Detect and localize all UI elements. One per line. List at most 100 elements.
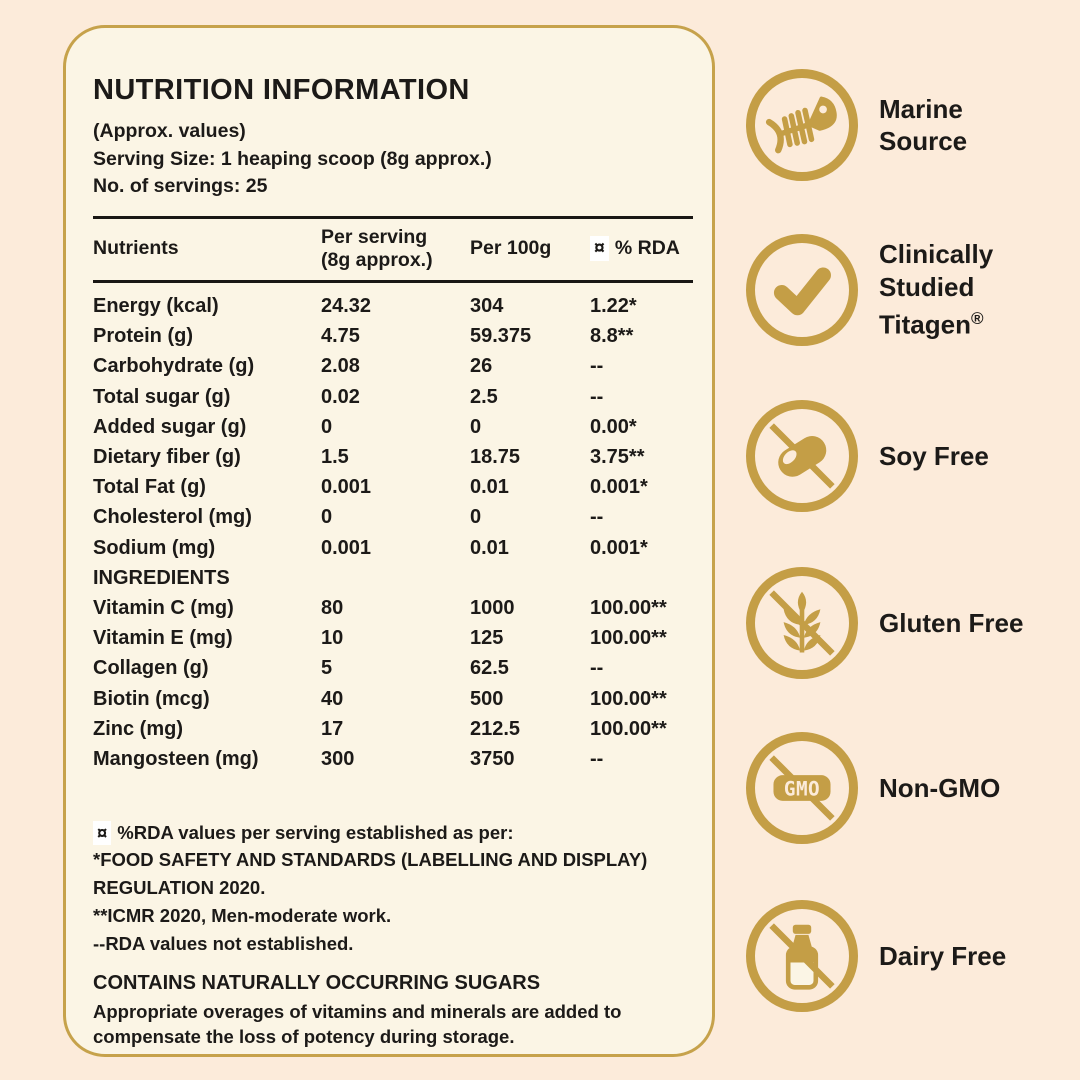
per-serving-value: 2.08 — [321, 355, 360, 378]
servings-count: No. of servings: 25 — [93, 175, 268, 197]
per-serving-value: 10 — [321, 627, 344, 650]
per-serving-value: 300 — [321, 747, 355, 770]
nutrient-name: Zinc (mg) — [93, 717, 183, 740]
footnote-intro: ¤ %RDA values per serving established as … — [93, 819, 693, 847]
per-100g-value: 0 — [470, 415, 482, 438]
rda-value: 1.22* — [590, 295, 637, 318]
registered-mark: ® — [970, 309, 984, 329]
rda-value: 100.00** — [590, 627, 667, 650]
nutrient-name: Biotin (mcg) — [93, 687, 210, 710]
rda-value: -- — [590, 657, 604, 680]
ingredients-heading: INGREDIENTS — [93, 566, 230, 589]
wheat-crossed-icon — [769, 590, 835, 656]
rda-value: 3.75** — [590, 446, 645, 469]
nutrition-panel: NUTRITION INFORMATION (Approx. values) S… — [63, 25, 715, 1057]
per-serving-value: 24.32 — [321, 295, 372, 318]
nutrient-name: Vitamin C (mg) — [93, 596, 234, 619]
per-100g-value: 0.01 — [470, 476, 509, 499]
per-serving-value: 40 — [321, 687, 344, 710]
badge-label: Marine Source — [879, 93, 968, 157]
nutrient-name: Dietary fiber (g) — [93, 446, 241, 469]
rda-symbol: ¤ — [93, 820, 112, 845]
svg-text:GMO: GMO — [784, 777, 820, 800]
table-row: Total Fat (g) 0.001 0.01 0.001* — [93, 473, 693, 503]
per-100g-value: 62.5 — [470, 657, 509, 680]
table-row: Energy (kcal) 24.32 304 1.22* — [93, 292, 693, 322]
nutrition-table: Nutrients Per serving (8g approx.) Per 1… — [93, 215, 693, 775]
badge-gluten-free: Gluten Free — [746, 567, 1047, 679]
badge-marine-source: Marine Source — [746, 69, 1047, 181]
rda-value: -- — [590, 506, 604, 529]
footnote-line: REGULATION 2020. — [93, 877, 266, 899]
per-serving-value: 4.75 — [321, 325, 360, 348]
sugars-body: Appropriate overages of vitamins and min… — [93, 1001, 622, 1047]
badge-label: Dairy Free — [879, 940, 1007, 971]
nutrient-name: Total Fat (g) — [93, 476, 206, 499]
header-nutrients: Nutrients — [93, 237, 179, 259]
per-100g-value: 212.5 — [470, 717, 521, 740]
table-row: Added sugar (g) 0 0 0.00* — [93, 412, 693, 442]
per-100g-value: 26 — [470, 355, 493, 378]
per-100g-value: 59.375 — [470, 325, 532, 348]
nutrient-name: Mangosteen (mg) — [93, 747, 259, 770]
per-serving-value: 0 — [321, 506, 333, 529]
badge-label: Gluten Free — [879, 607, 1024, 638]
per-serving-value: 1.5 — [321, 446, 349, 469]
per-100g-value: 2.5 — [470, 385, 498, 408]
check-icon — [773, 267, 831, 316]
footnote-line: --RDA values not established. — [93, 932, 354, 954]
per-serving-value: 0.001 — [321, 536, 372, 559]
table-row: Dietary fiber (g) 1.5 18.75 3.75** — [93, 442, 693, 472]
badge-clinically-studied: Clinically Studied Titagen® — [746, 234, 1047, 346]
badge-label: Clinically Studied Titagen® — [879, 239, 994, 341]
per-serving-value: 80 — [321, 596, 344, 619]
sugars-heading: CONTAINS NATURALLY OCCURRING SUGARS — [93, 972, 541, 995]
nutrient-name: Sodium (mg) — [93, 536, 216, 559]
nutrient-name: Carbohydrate (g) — [93, 355, 255, 378]
header-per-100g: Per 100g — [470, 237, 552, 259]
table-section-row: INGREDIENTS — [93, 563, 693, 593]
nutrient-name: Energy (kcal) — [93, 295, 219, 318]
nutrient-name: Added sugar (g) — [93, 415, 247, 438]
footnote-line: *FOOD SAFETY AND STANDARDS (LABELLING AN… — [93, 849, 648, 871]
table-row: Vitamin C (mg) 80 1000 100.00** — [93, 593, 693, 623]
soy-bean-crossed-icon — [769, 423, 835, 489]
nutrient-name: Total sugar (g) — [93, 385, 231, 408]
fish-skeleton-icon — [765, 96, 837, 154]
per-100g-value: 304 — [470, 295, 504, 318]
table-row: Sodium (mg) 0.001 0.01 0.001* — [93, 533, 693, 563]
table-body: Energy (kcal) 24.32 304 1.22* Protein (g… — [93, 292, 693, 775]
rda-value: -- — [590, 747, 604, 770]
table-row: Protein (g) 4.75 59.375 8.8** — [93, 322, 693, 352]
panel-title: NUTRITION INFORMATION — [93, 74, 470, 106]
table-row: Mangosteen (mg) 300 3750 -- — [93, 744, 693, 774]
per-100g-value: 3750 — [470, 747, 515, 770]
rda-value: 8.8** — [590, 325, 634, 348]
nutrient-name: Protein (g) — [93, 325, 193, 348]
sugars-note: CONTAINS NATURALLY OCCURRING SUGARS Appr… — [93, 972, 693, 1049]
serving-size: Serving Size: 1 heaping scoop (8g approx… — [93, 147, 492, 170]
table-row: Vitamin E (mg) 10 125 100.00** — [93, 624, 693, 654]
table-row: Total sugar (g) 0.02 2.5 -- — [93, 382, 693, 412]
rda-value: 0.001* — [590, 476, 648, 499]
rda-symbol: ¤ — [590, 236, 609, 261]
per-100g-value: 500 — [470, 687, 504, 710]
table-row: Collagen (g) 5 62.5 -- — [93, 654, 693, 684]
rda-value: 0.001* — [590, 536, 648, 559]
gmo-crossed-icon: GMO — [769, 755, 835, 821]
badge-soy-free: Soy Free — [746, 400, 1047, 512]
badge-non-gmo: GMO Non-GMO — [746, 732, 1047, 844]
rda-value: -- — [590, 385, 604, 408]
per-100g-value: 1000 — [470, 596, 515, 619]
rda-value: 100.00** — [590, 717, 667, 740]
nutrient-name: Collagen (g) — [93, 657, 209, 680]
badge-label: Non-GMO — [879, 772, 1001, 803]
badge-label: Soy Free — [879, 440, 989, 471]
per-serving-value: 5 — [321, 657, 333, 680]
header-rda: ¤% RDA — [590, 236, 693, 261]
table-row: Zinc (mg) 17 212.5 100.00** — [93, 714, 693, 744]
per-100g-value: 125 — [470, 627, 504, 650]
rda-value: 100.00** — [590, 596, 667, 619]
per-100g-value: 18.75 — [470, 446, 521, 469]
header-per-serving: Per serving (8g approx.) — [321, 225, 433, 271]
